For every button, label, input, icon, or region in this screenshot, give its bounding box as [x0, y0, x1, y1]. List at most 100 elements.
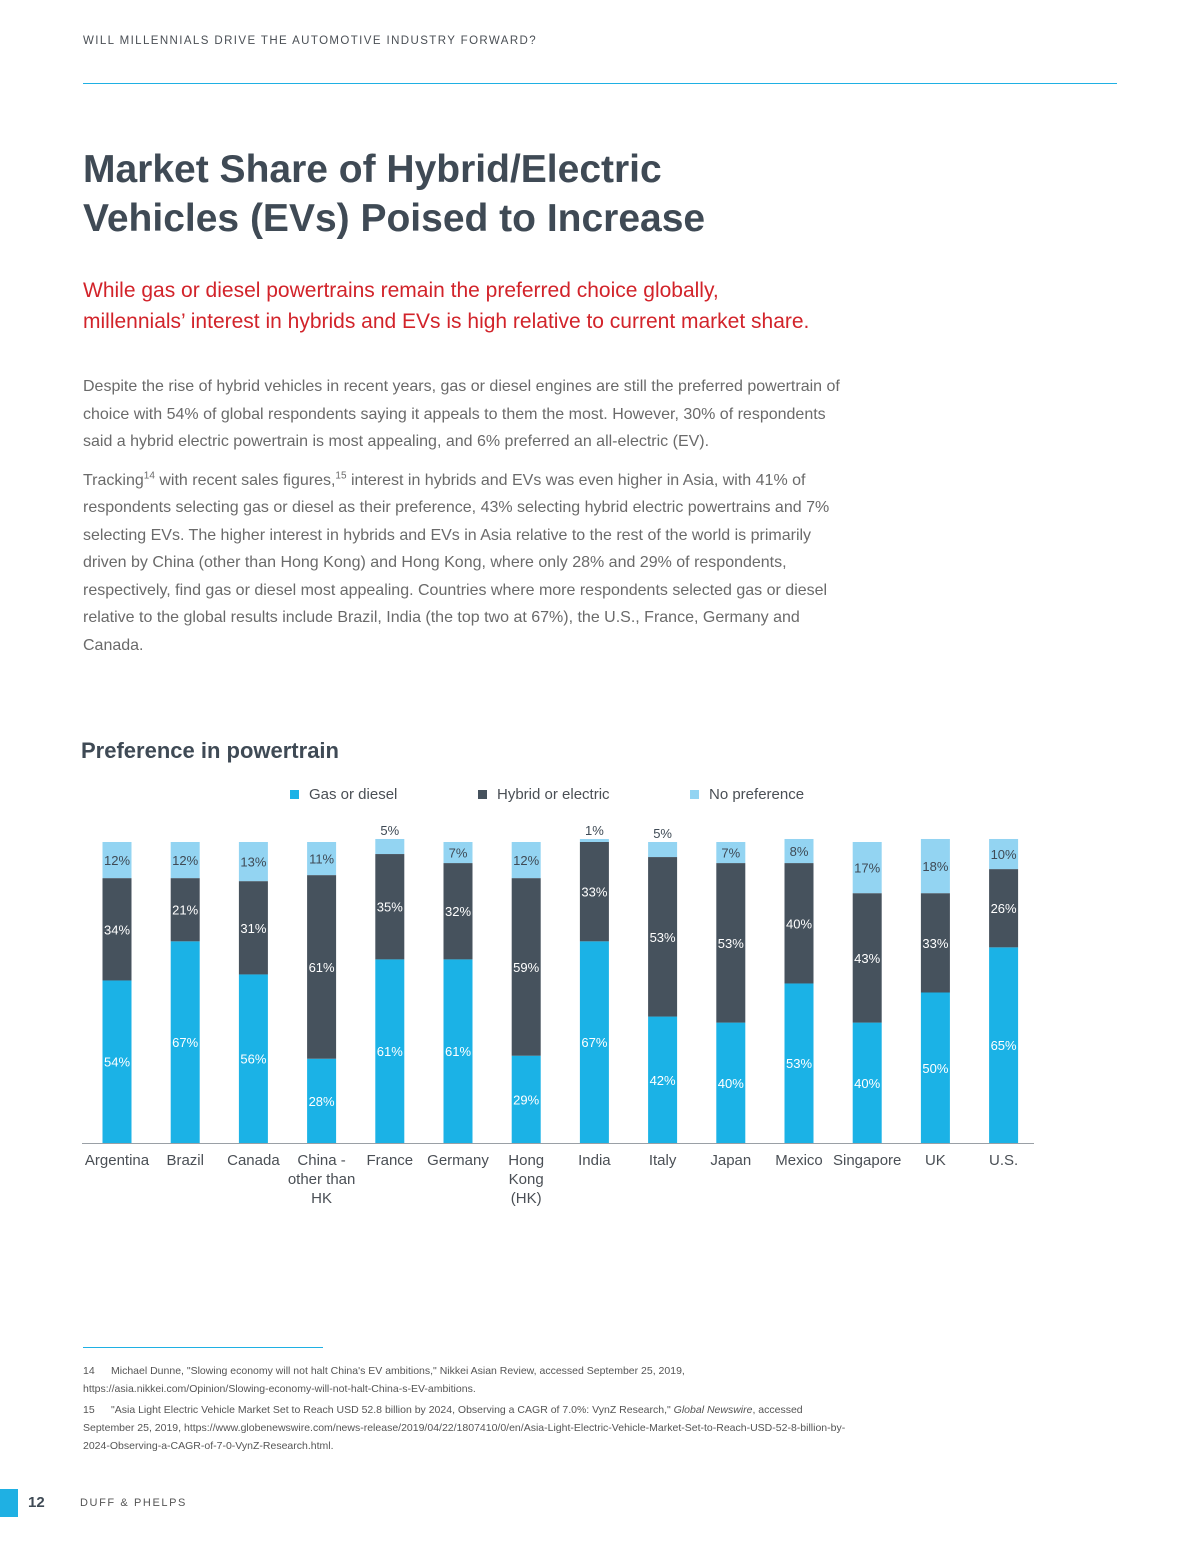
footnote-rule	[83, 1347, 323, 1348]
bar-gas	[579, 941, 609, 1143]
data-label: 40%	[854, 1076, 880, 1091]
bar-gas	[716, 1022, 746, 1143]
category-label: Italy	[649, 1152, 677, 1169]
bar-nopref	[648, 842, 678, 858]
footnote-source: Global Newswire	[673, 1404, 753, 1416]
category-label: Kong	[509, 1171, 544, 1188]
footnote-number: 14	[83, 1365, 95, 1377]
data-label: 11%	[309, 852, 334, 867]
legend-label: Gas or diesel	[309, 786, 397, 803]
category-label: U.S.	[989, 1152, 1018, 1169]
bar-gas	[989, 947, 1019, 1143]
data-label: 53%	[786, 1056, 812, 1071]
bar-gas	[920, 992, 950, 1143]
legend-swatch	[478, 790, 487, 799]
bar-hybrid	[443, 863, 473, 960]
data-label: 21%	[172, 903, 198, 918]
bar-hybrid	[784, 863, 814, 984]
bar-hybrid	[648, 857, 678, 1017]
data-label: 34%	[104, 922, 130, 937]
category-label: Argentina	[85, 1152, 150, 1169]
data-label: 8%	[790, 844, 809, 859]
data-label: 43%	[854, 951, 880, 966]
bar-hybrid	[307, 875, 337, 1059]
subheading-line-2: millennials’ interest in hybrids and EVs…	[83, 310, 810, 333]
page-title: Market Share of Hybrid/Electric Vehicles…	[83, 145, 883, 243]
bar-hybrid	[716, 863, 746, 1023]
bar-nopref	[784, 838, 814, 864]
data-label: 33%	[581, 885, 607, 900]
bar-hybrid	[238, 881, 268, 975]
category-label: Germany	[427, 1152, 489, 1169]
powertrain-chart: Gas or diesel Hybrid or electric No prefer…	[82, 786, 1034, 1207]
legend-swatch	[290, 790, 299, 799]
category-label: Canada	[227, 1152, 280, 1169]
bar-hybrid	[920, 893, 950, 993]
data-label: 32%	[445, 904, 471, 919]
bar-nopref	[579, 838, 609, 842]
data-label: 61%	[377, 1044, 403, 1059]
bar-nopref	[443, 842, 473, 864]
bar-hybrid	[375, 854, 405, 960]
data-label: 61%	[445, 1044, 471, 1059]
legend-swatch	[690, 790, 699, 799]
bar-nopref	[238, 842, 268, 882]
data-label: 12%	[513, 853, 539, 868]
title-line-1: Market Share of Hybrid/Electric	[83, 148, 662, 191]
data-label: 50%	[922, 1061, 948, 1076]
data-label: 33%	[922, 936, 948, 951]
category-label: India	[578, 1152, 611, 1169]
footnote-number: 15	[83, 1404, 95, 1416]
data-label: 59%	[513, 960, 539, 975]
category-label: Brazil	[166, 1152, 204, 1169]
paragraph-2-part-c: interest in hybrids and EVs was even hig…	[83, 471, 830, 654]
footnote-15: 15 "Asia Light Electric Vehicle Market Se…	[83, 1401, 853, 1455]
data-label: 56%	[240, 1052, 266, 1067]
data-label: 12%	[104, 853, 130, 868]
data-label: 53%	[718, 936, 744, 951]
bar-gas	[784, 983, 814, 1143]
bar-gas	[852, 1022, 882, 1143]
footnotes: 14 Michael Dunne, "Slowing economy will n…	[83, 1362, 853, 1458]
running-header: WILL MILLENNIALS DRIVE THE AUTOMOTIVE IN…	[83, 35, 538, 47]
bar-nopref	[920, 838, 950, 894]
data-label: 5%	[380, 823, 399, 838]
data-label: 7%	[721, 846, 740, 861]
bar-gas	[170, 941, 200, 1143]
data-label: 40%	[718, 1076, 744, 1091]
footnote-text-tail: , accessed September 25, 2019, https://w…	[83, 1404, 846, 1452]
chart-title: Preference in powertrain	[81, 738, 339, 763]
data-label: 5%	[653, 826, 672, 841]
data-label: 28%	[309, 1094, 335, 1109]
category-label: UK	[925, 1152, 946, 1169]
bar-nopref	[716, 842, 746, 864]
bar-hybrid	[852, 893, 882, 1023]
data-label: 26%	[991, 901, 1017, 916]
bar-hybrid	[102, 878, 132, 981]
bar-hybrid	[511, 878, 541, 1056]
bar-gas	[375, 959, 405, 1143]
category-label: Singapore	[833, 1152, 901, 1169]
category-label: (HK)	[511, 1190, 542, 1207]
footnote-ref-15[interactable]: 15	[335, 470, 347, 482]
data-label: 29%	[513, 1092, 539, 1107]
data-label: 17%	[854, 861, 880, 876]
data-label: 13%	[240, 855, 266, 870]
legend-label: No preference	[709, 786, 804, 803]
data-label: 7%	[449, 846, 468, 861]
footnote-ref-14[interactable]: 14	[143, 470, 155, 482]
subheading-line-1: While gas or diesel powertrains remain t…	[83, 279, 719, 302]
bar-gas	[102, 980, 132, 1143]
paragraph-2-part-a: Tracking	[83, 471, 144, 489]
footnote-14: 14 Michael Dunne, "Slowing economy will n…	[83, 1362, 853, 1398]
category-label: Japan	[710, 1152, 751, 1169]
bar-nopref	[989, 838, 1019, 870]
data-label: 67%	[581, 1035, 607, 1050]
bar-gas	[443, 959, 473, 1143]
data-label: 40%	[786, 916, 812, 931]
category-label: China -	[297, 1152, 345, 1169]
data-label: 53%	[650, 930, 676, 945]
bar-nopref	[102, 842, 132, 879]
category-label: Hong	[508, 1152, 544, 1169]
page-number: 12	[28, 1494, 45, 1511]
